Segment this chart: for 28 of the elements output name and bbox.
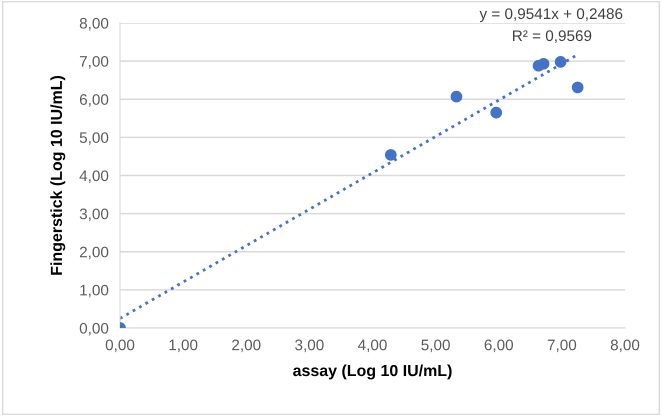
y-axis-title: Fingerstick (Log 10 IU/mL) [50, 76, 66, 275]
y-tick-label: 4,00 [80, 170, 108, 183]
y-tick-label: 8,00 [80, 18, 108, 30]
x-tick-label: 0,00 [106, 340, 134, 352]
y-tick-label: 2,00 [80, 246, 108, 260]
point [554, 56, 566, 68]
point [538, 58, 550, 70]
x-tick-label: 4,00 [358, 340, 387, 352]
x-tick-label: 2,00 [232, 340, 261, 352]
x-axis-title: assay (Log 10 IU/mL) [293, 364, 452, 380]
y-tick-label: 6,00 [80, 94, 108, 107]
y-tick-label: 7,00 [80, 56, 108, 69]
x-tick-label: 6,00 [484, 340, 514, 352]
x-tick-label: 8,00 [610, 340, 640, 352]
y-tick-label: 1,00 [80, 284, 108, 298]
text: y = 0,9541x + 0,2486 [479, 8, 622, 22]
point [490, 106, 502, 118]
x-tick-label: 5,00 [421, 340, 450, 352]
point [384, 149, 397, 161]
point [450, 90, 462, 102]
x-tick-label: 7,00 [548, 340, 576, 352]
y-tick-label: 0,00 [80, 322, 108, 336]
x-tick-label: 1,00 [169, 340, 198, 352]
annotation: R² = 0,9569 [512, 30, 592, 43]
x-tick-label: 3,00 [295, 340, 324, 352]
point [572, 82, 584, 94]
y-tick-label: 5,00 [80, 132, 108, 145]
y-tick-label: 3,00 [80, 208, 108, 222]
